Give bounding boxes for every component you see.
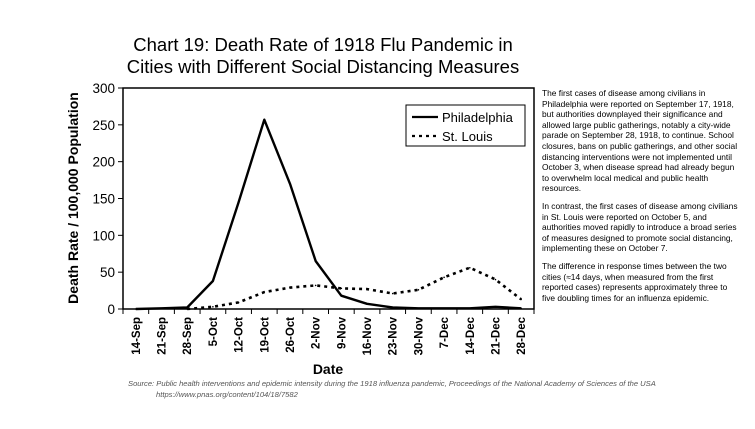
- chart-title-line-1: Chart 19: Death Rate of 1918 Flu Pandemi…: [133, 34, 513, 55]
- data-point: [160, 307, 163, 310]
- data-point: [391, 306, 394, 309]
- data-point: [443, 307, 445, 310]
- data-point: [366, 303, 368, 305]
- x-tick-label: 14-Sep: [131, 317, 143, 355]
- y-axis: 0 50 100 150 200 250 300: [92, 81, 123, 317]
- legend-label-st-louis: St. Louis: [442, 129, 493, 144]
- legend: Philadelphia St. Louis: [405, 104, 526, 147]
- y-tick-label: 0: [107, 302, 115, 317]
- data-point: [494, 278, 497, 281]
- data-point: [391, 292, 394, 295]
- x-tick-label: 21-Dec: [490, 316, 502, 354]
- y-tick-label: 250: [92, 118, 115, 133]
- data-point: [237, 301, 240, 304]
- x-tick-label: 28-Dec: [516, 316, 528, 354]
- data-point: [468, 266, 471, 269]
- x-tick-label: 2-Nov: [311, 316, 323, 349]
- data-point: [212, 280, 214, 282]
- data-point: [520, 307, 522, 310]
- x-tick-label: 23-Nov: [388, 316, 400, 355]
- series-line-philadelphia: [135, 118, 522, 311]
- data-point: [340, 287, 343, 290]
- x-tick-label: 16-Nov: [362, 316, 374, 355]
- data-point: [366, 288, 368, 290]
- data-point: [443, 276, 445, 279]
- side-note-paragraph-2: In contrast, the first cases of disease …: [542, 200, 738, 254]
- x-tick-label: 9-Nov: [336, 316, 348, 349]
- y-tick-label: 100: [92, 228, 115, 243]
- x-tick-label: 26-Oct: [285, 317, 297, 353]
- data-point: [289, 286, 291, 289]
- side-note-paragraph-1: The first cases of disease among civilia…: [542, 88, 738, 194]
- legend-label-philadelphia: Philadelphia: [442, 110, 514, 125]
- x-tick-label: 14-Dec: [465, 316, 477, 354]
- x-axis-title: Date: [313, 361, 344, 377]
- chart-title-line-2: Cities with Different Social Distancing …: [126, 56, 520, 77]
- series-line-st-louis: [187, 266, 522, 311]
- data-point: [289, 182, 291, 185]
- data-point: [417, 307, 420, 310]
- source-citation: Source: Public health interventions and …: [128, 379, 728, 400]
- data-point: [314, 260, 317, 262]
- data-point: [314, 284, 317, 287]
- y-axis-title: Death Rate / 100,000 Population: [65, 92, 81, 304]
- x-tick-label: 28-Sep: [182, 317, 194, 355]
- legend-box: [405, 104, 526, 147]
- data-point: [417, 289, 420, 291]
- data-point: [186, 308, 189, 310]
- x-tick-label: 21-Sep: [157, 317, 169, 355]
- source-line-2: https://www.pnas.org/content/104/18/7582: [156, 389, 298, 399]
- x-tick-label: 19-Oct: [259, 317, 271, 353]
- x-tick-label: 7-Dec: [439, 316, 451, 348]
- side-note: The first cases of disease among civilia…: [542, 88, 738, 310]
- series-layer: [135, 118, 522, 311]
- data-point: [135, 308, 137, 310]
- data-point: [468, 307, 471, 310]
- data-point: [340, 294, 343, 297]
- x-axis: 14-Sep 21-Sep 28-Sep 5-Oct 12-Oct 19-Oct 26-Oc…: [122, 309, 535, 355]
- chart-title: Chart 19: Death Rate of 1918 Flu Pandemi…: [118, 34, 528, 78]
- data-point: [237, 201, 240, 203]
- y-tick-label: 150: [92, 192, 115, 207]
- x-tick-label: 30-Nov: [413, 316, 425, 355]
- data-point: [263, 118, 266, 121]
- data-point: [494, 305, 497, 308]
- data-point: [212, 305, 214, 308]
- y-tick-label: 200: [92, 155, 115, 170]
- side-note-paragraph-3: The difference in response times between…: [542, 260, 728, 303]
- data-point: [520, 298, 522, 301]
- data-point: [263, 291, 266, 293]
- source-line-1: Source: Public health interventions and …: [128, 379, 656, 388]
- x-tick-label: 5-Oct: [208, 317, 220, 347]
- x-tick-label: 12-Oct: [234, 317, 246, 353]
- y-tick-label: 300: [92, 81, 115, 96]
- y-tick-label: 50: [100, 265, 115, 280]
